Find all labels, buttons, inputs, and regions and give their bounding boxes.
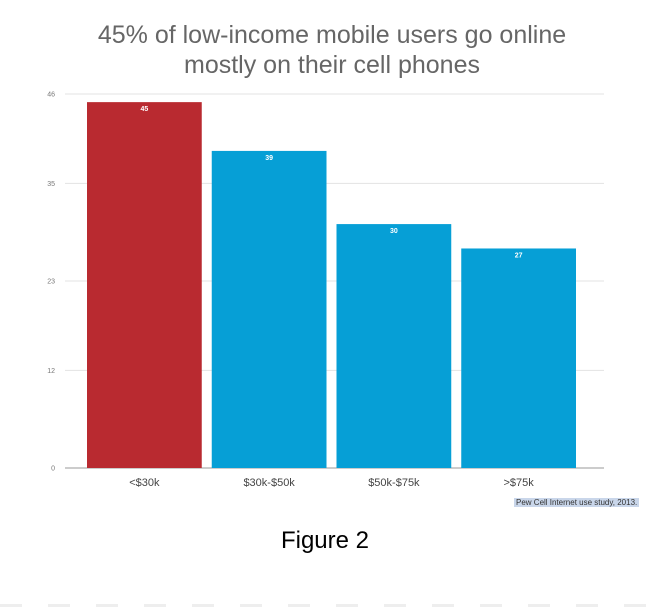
chart-title: 45% of low-income mobile users go online… — [0, 20, 664, 80]
chart-title-line-1: 45% of low-income mobile users go online — [97, 21, 567, 49]
x-tick-label: $50k-$75k — [368, 477, 420, 489]
x-tick-label: $30k-$50k — [243, 477, 295, 489]
bar-value-label: 39 — [265, 155, 273, 162]
y-tick-label: 12 — [47, 368, 55, 375]
bar-value-label: 30 — [390, 228, 398, 235]
source-note: Pew Cell Internet use study, 2013. — [514, 498, 640, 507]
x-tick-label: >$75k — [503, 477, 534, 489]
figure-caption: Figure 2 — [280, 527, 370, 554]
bar — [461, 248, 576, 468]
y-tick-label: 23 — [47, 279, 55, 286]
bar-value-label: 45 — [140, 106, 148, 113]
x-tick-label: <$30k — [129, 477, 160, 489]
bottom-divider — [0, 604, 664, 607]
y-tick-label: 46 — [47, 92, 55, 99]
bar — [87, 102, 202, 468]
bar — [336, 224, 452, 468]
y-tick-label: 35 — [47, 181, 55, 188]
chart-title-line-2: mostly on their cell phones — [184, 51, 480, 79]
bar — [211, 150, 327, 469]
bar-value-label: 27 — [515, 252, 523, 259]
y-tick-label: 0 — [51, 466, 55, 473]
